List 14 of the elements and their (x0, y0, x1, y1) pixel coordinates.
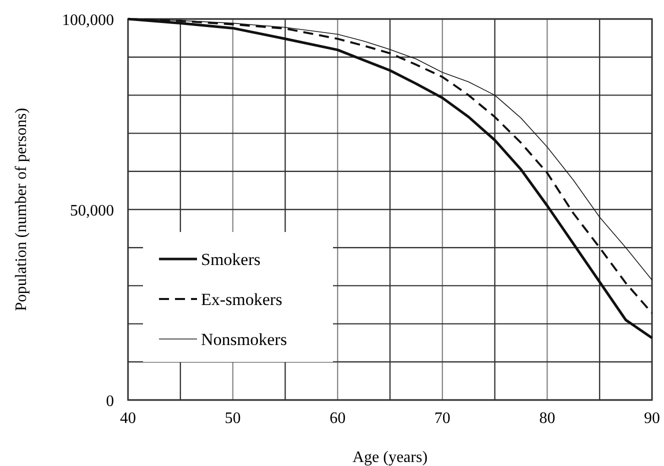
x-tick-label: 40 (120, 410, 136, 427)
y-axis-title: Population (number of persons) (13, 108, 30, 312)
legend-label: Smokers (201, 250, 260, 269)
y-tick-label: 0 (106, 393, 114, 410)
x-tick-label: 60 (330, 410, 346, 427)
x-tick-label: 80 (539, 410, 556, 427)
y-tick-label: 100,000 (62, 12, 114, 29)
x-tick-label: 50 (224, 410, 241, 427)
legend-label: Nonsmokers (201, 330, 287, 349)
x-tick-label: 90 (644, 410, 660, 427)
legend-label: Ex-smokers (201, 290, 282, 309)
x-tick-label: 70 (434, 410, 450, 427)
y-tick-label: 50,000 (70, 202, 114, 220)
x-axis-title: Age (years) (352, 449, 428, 466)
